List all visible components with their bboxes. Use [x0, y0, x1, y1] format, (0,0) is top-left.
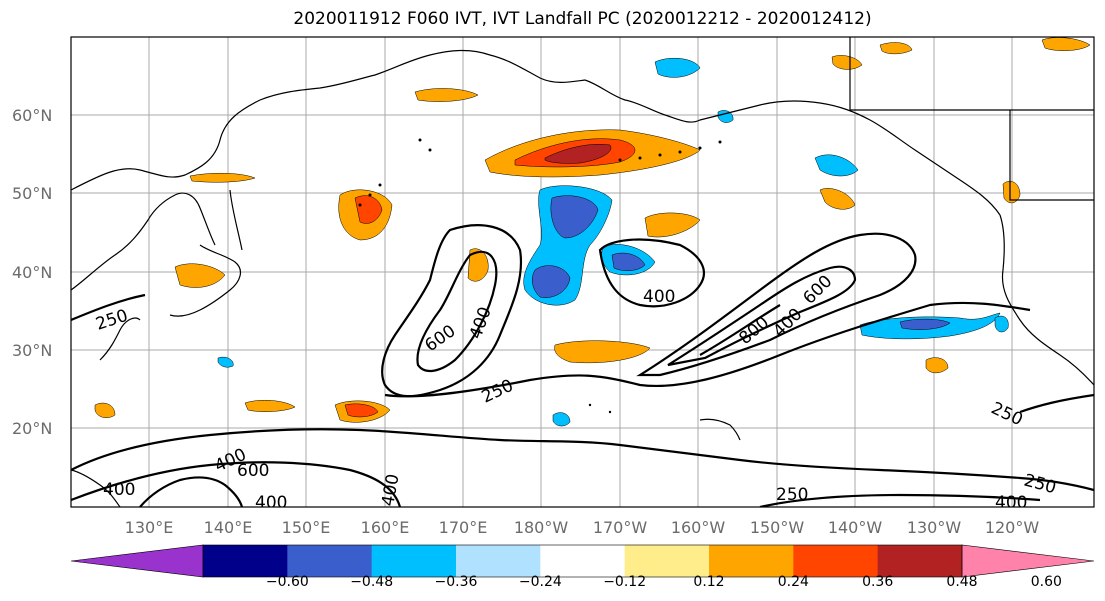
lat-label-40n: 40°N	[12, 263, 52, 282]
colorbar-tick-label: 0.48	[946, 574, 977, 590]
contour-label: 400	[995, 493, 1027, 513]
anomaly-shading	[94, 37, 1091, 427]
colorbar-segment	[456, 545, 541, 577]
lon-label: 130°W	[907, 518, 962, 537]
colorbar-segment	[877, 545, 963, 577]
colorbar-tick-label: 0.24	[778, 574, 809, 590]
lon-label: 170°E	[439, 518, 488, 537]
colorbar: −0.60 −0.48 −0.36 −0.24 −0.12 0.12 0.24 0.36 0.4…	[70, 544, 1095, 590]
colorbar-segment	[287, 545, 373, 577]
colorbar-segment	[624, 545, 710, 577]
longitude-labels: 130°E 140°E 150°E 160°E 170°E 180°W 170°…	[125, 518, 1040, 537]
colorbar-segment	[709, 545, 794, 577]
colorbar-tick-label: −0.60	[266, 574, 309, 590]
colorbar-segment	[371, 545, 457, 577]
lon-label: 180°W	[514, 518, 569, 537]
lon-label: 150°W	[750, 518, 805, 537]
colorbar-tick-label: 0.36	[862, 574, 893, 590]
map-title: 2020011912 F060 IVT, IVT Landfall PC (20…	[293, 9, 872, 29]
island-chain	[358, 138, 722, 414]
colorbar-tick-label: −0.48	[350, 574, 393, 590]
lon-label: 150°E	[282, 518, 331, 537]
colorbar-tick-label: 0.12	[693, 574, 724, 590]
coastlines	[71, 37, 1094, 507]
contour-label: 600	[237, 461, 269, 481]
contour-label: 400	[103, 480, 135, 500]
colorbar-tick-label: −0.12	[603, 574, 646, 590]
lon-label: 160°W	[671, 518, 726, 537]
colorbar-segment	[540, 545, 626, 577]
colorbar-extend-low	[70, 544, 204, 578]
latitude-labels: 60°N 50°N 40°N 30°N 20°N	[12, 106, 52, 438]
lon-label: 140°E	[204, 518, 253, 537]
colorbar-tick-label: −0.24	[519, 574, 562, 590]
lat-label-20n: 20°N	[12, 419, 52, 438]
lon-label: 170°W	[593, 518, 648, 537]
colorbar-extend-high	[961, 544, 1095, 578]
colorbar-tick-label: −0.36	[435, 574, 478, 590]
map-frame	[70, 36, 1095, 508]
contour-label: 400	[643, 287, 675, 307]
lon-label: 140°W	[828, 518, 883, 537]
lon-label: 120°W	[985, 518, 1040, 537]
colorbar-border	[202, 544, 963, 578]
colorbar-segment	[203, 545, 288, 577]
lat-label-50n: 50°N	[12, 184, 52, 203]
colorbar-segment	[793, 545, 879, 577]
contour-label: 250	[776, 485, 808, 505]
colorbar-tick-label: 0.60	[1031, 574, 1062, 590]
lon-label: 130°E	[125, 518, 174, 537]
lat-label-60n: 60°N	[12, 106, 52, 125]
lon-label: 160°E	[361, 518, 410, 537]
contour-label: 400	[255, 493, 287, 513]
ivt-contours	[71, 224, 1094, 507]
lat-label-30n: 30°N	[12, 341, 52, 360]
